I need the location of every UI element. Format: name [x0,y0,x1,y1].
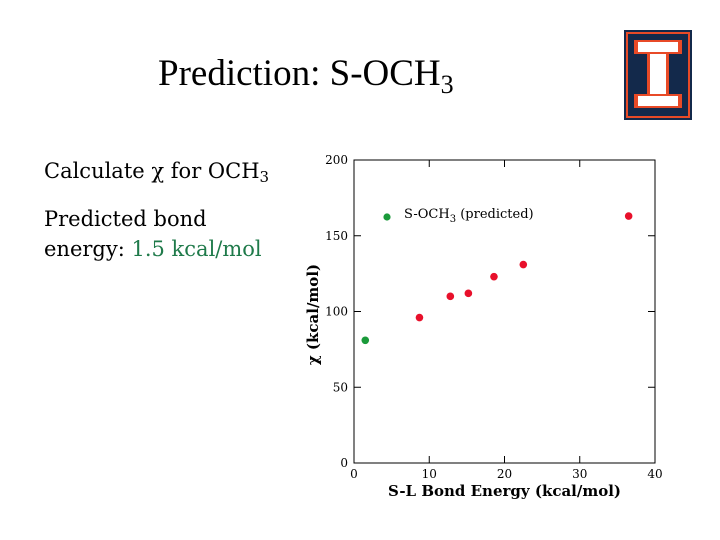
data-point [490,272,498,281]
legend-subscript: 3 [450,214,456,225]
bullet-calculate-subscript: 3 [259,168,270,186]
x-tick-labels: 0 10 20 30 40 [350,467,662,481]
data-point [464,289,473,298]
bullet-calculate-text-2: for OCH [164,159,260,183]
predicted-point [361,336,370,345]
predicted-energy-value: 1.5 kcal/mol [131,237,262,261]
chi-symbol: χ [151,159,165,183]
bullet-predicted-line1: Predicted bond [44,207,207,231]
legend-text: S-OCH [404,207,450,222]
y-tick-label: 50 [333,380,348,394]
logo-orange-border [626,32,690,118]
data-point [415,313,424,322]
bullet-calculate: Calculate χ for OCH3 [44,156,269,192]
plot-frame [353,159,656,464]
slide-title-subscript: 3 [440,70,454,99]
x-tick-label: 40 [647,467,662,481]
bullet-calculate-text: Calculate [44,159,152,183]
scatter-chart: 0 10 20 30 40 0 50 100 150 200 S-OCH3 (predicted… [304,153,663,500]
data-point [519,260,528,269]
x-tick-label: 10 [422,467,437,481]
y-tick-label: 100 [325,305,348,319]
x-axis-label: S-L Bond Energy (kcal/mol) [388,482,621,500]
legend-label: S-OCH3 (predicted) [404,207,534,225]
data-point [624,212,633,220]
y-tick-labels: 0 50 100 150 200 [325,153,348,470]
bullet-list: Calculate χ for OCH3 Predicted bond ener… [44,156,269,264]
slide-title: Prediction: S-OCH3 [158,52,454,99]
data-point [446,292,455,301]
y-axis-label: χ (kcal/mol) [304,264,322,365]
y-tick-label: 150 [325,229,348,243]
university-logo [624,30,692,120]
column-icon [634,40,682,108]
data-points [361,212,633,345]
axis-ticks [353,159,656,464]
legend-suffix: (predicted) [456,207,534,222]
bullet-predicted-line2: energy: 1.5 kcal/mol [44,234,269,264]
bullet-predicted-label: energy: [44,237,132,261]
x-tick-label: 20 [497,467,512,481]
y-tick-label: 200 [325,153,348,167]
x-tick-label: 30 [572,467,587,481]
x-tick-label: 0 [350,467,358,481]
y-tick-label: 0 [340,456,348,470]
legend-marker [383,213,391,221]
slide-title-text: Prediction: S-OCH [158,53,441,94]
